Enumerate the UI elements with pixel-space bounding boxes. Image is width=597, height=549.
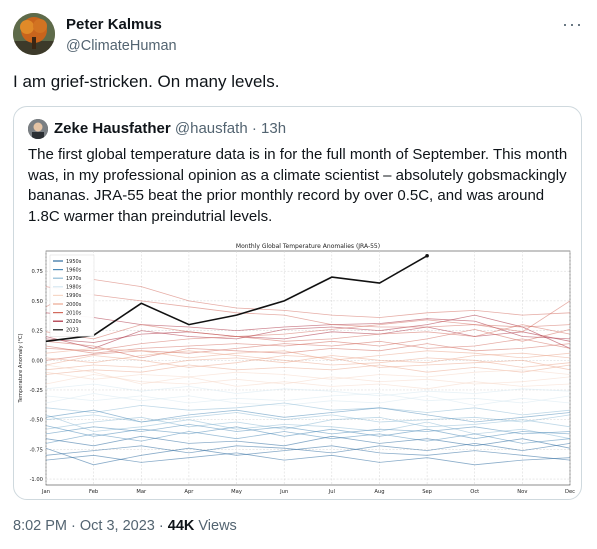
plot-area [45, 250, 571, 486]
x-tick-label: Jun [279, 489, 288, 495]
legend-label: 1950s [66, 259, 82, 265]
y-tick-label: -1.00 [30, 477, 43, 483]
x-tick-label: Jul [328, 489, 335, 495]
series-line-1960s [45, 425, 571, 440]
x-tick-label: Sep [422, 489, 432, 495]
y-tick-label: 0.25 [31, 329, 43, 335]
series-line-1950s [45, 445, 571, 466]
avatar[interactable] [13, 13, 55, 55]
series-line-2010s [45, 328, 571, 354]
y-tick-label: 0.50 [31, 299, 43, 305]
temperature-chart: Monthly Global Temperature Anomalies (JR… [18, 243, 575, 495]
legend-label: 1990s [66, 293, 82, 299]
views-label: Views [194, 518, 237, 534]
legend-label: 1960s [66, 267, 82, 273]
series-line-2000s [45, 364, 571, 375]
series-2023-endpoint [425, 253, 429, 258]
x-tick-label: Dec [565, 489, 575, 495]
quoted-tweet[interactable]: Zeke Hausfather @hausfath · 13h The firs… [13, 106, 582, 500]
x-tick-label: Feb [89, 489, 99, 495]
y-tick-label: 0.75 [31, 269, 43, 275]
series-line-2000s [45, 352, 571, 371]
tweet-text: I am grief-stricken. On many levels. [13, 72, 280, 91]
views-count: 44K [167, 518, 195, 534]
quote-avatar-image [28, 119, 48, 139]
x-tick-label: Oct [470, 489, 479, 495]
quote-avatar[interactable] [28, 119, 48, 139]
x-tick-label: Jan [41, 489, 50, 495]
legend-label: 2000s [66, 302, 82, 308]
series-line-1970s [45, 412, 571, 423]
more-horizontal-icon[interactable]: ··· [562, 14, 583, 34]
series-line-2020s [45, 312, 571, 340]
x-tick-label: Nov [517, 489, 527, 495]
series-line-1990s [45, 364, 571, 390]
series-line-1990s [45, 369, 571, 380]
x-tick-label: Apr [184, 489, 194, 495]
chart-title: Monthly Global Temperature Anomalies (JR… [236, 243, 380, 250]
quote-text: The first global temperature data is in … [28, 146, 568, 225]
series-line-1970s [45, 414, 571, 440]
series-line-1980s [45, 393, 571, 406]
series-line-2000s [45, 347, 571, 361]
series-line-1950s [45, 442, 571, 456]
legend-label: 2010s [66, 310, 82, 316]
avatar-tree-image [13, 13, 55, 55]
quote-author-line: Zeke Hausfather @hausfath · 13h [54, 120, 286, 138]
series-line-1980s [45, 383, 571, 397]
x-tick-label: Aug [374, 489, 384, 495]
series-line-1960s [45, 407, 571, 423]
x-tick-label: May [231, 489, 242, 495]
series-line-2010s [45, 338, 571, 361]
legend-label: 1980s [66, 285, 82, 291]
y-axis-label: Temperature Anomaly (°C) [18, 333, 24, 403]
series-line-2010s [45, 279, 571, 318]
quote-author-name[interactable]: Zeke Hausfather [54, 120, 171, 137]
series-line-2020s [45, 326, 571, 343]
series-line-2010s [45, 340, 571, 359]
quote-timestamp[interactable]: · 13h [251, 120, 287, 137]
series-line-1980s [45, 393, 571, 404]
series-line-1970s [45, 402, 571, 416]
series-line-2010s [45, 286, 571, 328]
series-line-1970s [45, 416, 571, 430]
series-line-2010s [45, 324, 571, 352]
y-tick-label: 0.00 [31, 358, 43, 364]
y-tick-label: -0.25 [30, 388, 43, 394]
series-line-1950s [45, 452, 571, 466]
series-line-2010s [45, 300, 571, 340]
tweet-timestamp[interactable]: 8:02 PM · Oct 3, 2023 · [13, 518, 168, 534]
series-line-1990s [45, 374, 571, 385]
series-line-2020s [45, 314, 571, 349]
tweet-meta: 8:02 PM · Oct 3, 2023 · 44K Views [13, 516, 237, 536]
series-line-2000s [45, 350, 571, 368]
legend-label: 2020s [66, 319, 82, 325]
y-tick-label: -0.50 [30, 418, 43, 424]
series-line-2000s [45, 355, 571, 371]
y-tick-label: -0.75 [30, 447, 43, 453]
series-line-1960s [45, 431, 571, 444]
author-handle[interactable]: @ClimateHuman [66, 38, 177, 54]
legend-label: 2023 [66, 328, 79, 334]
author-name[interactable]: Peter Kalmus [66, 16, 162, 33]
legend-label: 1970s [66, 276, 82, 282]
series-line-2023 [45, 255, 428, 343]
x-tick-label: Mar [136, 489, 147, 495]
quote-author-handle[interactable]: @hausfath [174, 120, 248, 137]
